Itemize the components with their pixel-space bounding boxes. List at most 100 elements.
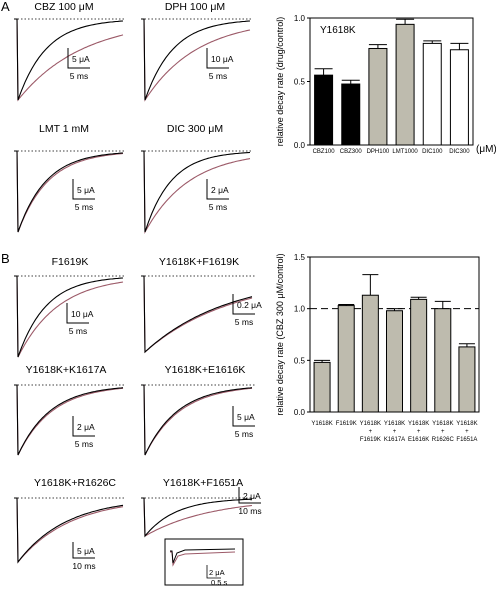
trace-panel: DIC 300 μM 2 μA 5 ms bbox=[141, 123, 253, 235]
scale-bar-current-label: 2 μA bbox=[77, 422, 95, 432]
x-tick-label: CBZ300 bbox=[340, 149, 363, 155]
x-tick-label: + bbox=[369, 429, 373, 435]
y-tick-label: 1.0 bbox=[294, 14, 306, 23]
x-tick-label: DIC300 bbox=[449, 149, 470, 155]
bar bbox=[410, 298, 428, 413]
control-trace bbox=[141, 150, 251, 233]
scale-bar-current-label: 10 μA bbox=[71, 309, 94, 319]
x-tick-label: R1626C bbox=[432, 437, 455, 443]
x-tick-label: CBZ100 bbox=[313, 149, 336, 155]
bar bbox=[368, 47, 388, 146]
trace-title: Y1618K+K1617A bbox=[26, 364, 107, 376]
chart-title: Y1618K bbox=[320, 25, 356, 36]
y-axis-label: relative decay rate (drug/control) bbox=[275, 17, 285, 147]
drug-trace bbox=[141, 150, 251, 235]
drug-trace bbox=[141, 497, 253, 537]
x-tick-label: + bbox=[417, 429, 421, 435]
scale-bar-current-label: 2 μA bbox=[243, 491, 261, 501]
trace-panel: DPH 100 μM 10 μA 5 ms bbox=[141, 1, 253, 102]
x-tick-label: Y1618K bbox=[432, 421, 453, 427]
trace-title: LMT 1 mM bbox=[39, 123, 89, 135]
x-tick-label: F1651A bbox=[456, 437, 477, 443]
drug-trace bbox=[14, 497, 124, 564]
x-tick-label: + bbox=[393, 429, 397, 435]
x-tick-label: F1619K bbox=[360, 437, 381, 443]
x-tick-label: + bbox=[441, 429, 445, 435]
panel-label-b: B bbox=[1, 251, 10, 266]
x-tick-label: + bbox=[465, 429, 469, 435]
y-tick-label: 0.5 bbox=[294, 78, 306, 87]
scale-bar-time-label: 5 ms bbox=[75, 439, 93, 449]
scale-bar-time-label: 5 ms bbox=[209, 202, 227, 212]
scale-bar-time-label: 5 ms bbox=[235, 317, 253, 327]
decay-rate-chart-mutants: 0.0 0.5 1.0 1.5 relative decay rate (CBZ 300… bbox=[275, 253, 480, 443]
trace-panel: Y1618K+R1626C 5 μA 10 ms bbox=[14, 477, 126, 571]
trace-panel: CBZ 100 μM 5 μA 5 ms bbox=[14, 1, 126, 102]
trace-panel: LMT 1 mM 5 μA 5 ms bbox=[14, 123, 126, 233]
trace-panel: Y1618K+E1616K 5 μA 5 ms bbox=[141, 364, 255, 456]
control-trace bbox=[14, 384, 124, 456]
bar bbox=[341, 83, 361, 146]
scale-bar bbox=[72, 179, 95, 200]
trace-title: DPH 100 μM bbox=[165, 1, 225, 13]
bar bbox=[386, 310, 403, 413]
scale-bar-current-label: 10 μA bbox=[211, 54, 234, 64]
scale-bar-current-label: 5 μA bbox=[72, 54, 90, 64]
control-trace bbox=[141, 275, 253, 354]
bar bbox=[337, 305, 355, 413]
y-tick-label: 1.0 bbox=[294, 305, 306, 314]
inset-frame bbox=[164, 538, 244, 586]
scale-bar-current-label: 5 μA bbox=[77, 185, 95, 195]
x-tick-label: F1619K bbox=[336, 421, 357, 427]
scale-bar bbox=[232, 294, 255, 315]
trace-title: CBZ 100 μM bbox=[34, 1, 93, 13]
x-tick-label: DIC100 bbox=[422, 149, 443, 155]
x-tick-label: Y1618K bbox=[384, 421, 405, 427]
long-trace-inset: 2 μA0.5 s bbox=[164, 538, 244, 587]
scale-bar-time-label: 10 ms bbox=[72, 561, 95, 571]
plot-frame bbox=[309, 17, 474, 146]
control-trace bbox=[14, 497, 124, 564]
control-trace bbox=[141, 18, 251, 101]
current-trace-panels: CBZ 100 μM 5 μA 5 ms DPH 100 μM 10 μA 5 ms LMT… bbox=[14, 1, 262, 571]
drug-trace bbox=[141, 384, 253, 456]
x-tick-label: DPH100 bbox=[367, 149, 390, 155]
bar bbox=[395, 23, 415, 146]
scale-bar-time-label: 5 ms bbox=[69, 326, 87, 336]
control-trace bbox=[14, 150, 124, 233]
trace-title: Y1618K+F1619K bbox=[159, 256, 239, 268]
inset-scale-current-label: 2 μA bbox=[209, 568, 225, 577]
control-trace bbox=[14, 275, 124, 358]
scale-bar bbox=[206, 48, 229, 69]
scale-bar-current-label: 2 μA bbox=[211, 185, 229, 195]
y-tick-label: 1.5 bbox=[294, 253, 306, 262]
inset-scale-bar bbox=[206, 565, 221, 579]
scale-bar-time-label: 5 ms bbox=[209, 71, 227, 81]
scale-bar-time-label: 5 ms bbox=[235, 429, 253, 439]
y-tick-label: 0.5 bbox=[294, 356, 306, 365]
trace-title: Y1618K+R1626C bbox=[34, 477, 116, 489]
x-tick-label: Y1618K bbox=[311, 421, 332, 427]
bar bbox=[314, 74, 334, 146]
scale-bar bbox=[206, 179, 229, 200]
scale-bar bbox=[67, 48, 90, 69]
control-trace bbox=[141, 384, 253, 456]
trace-panel: Y1618K+F1619K 0.2 μA 5 ms bbox=[141, 256, 262, 354]
bar bbox=[361, 294, 379, 413]
scale-bar-current-label: 0.2 μA bbox=[237, 300, 262, 310]
drug-trace bbox=[14, 275, 124, 358]
bar bbox=[422, 42, 442, 146]
bar bbox=[458, 346, 476, 413]
x-tick-label: LMT1000 bbox=[392, 149, 418, 155]
scale-bar bbox=[232, 406, 255, 427]
x-tick-label: Y1618K bbox=[456, 421, 477, 427]
scale-bar bbox=[72, 542, 95, 559]
scale-bar-current-label: 5 μA bbox=[77, 546, 95, 556]
drug-trace bbox=[141, 18, 251, 102]
decay-rate-chart-drugs: 0.0 0.5 1.0 relative decay rate (drug/contr… bbox=[275, 14, 496, 155]
trace-panel: Y1618K+K1617A 2 μA 5 ms bbox=[14, 364, 126, 456]
scale-bar-time-label: 5 ms bbox=[70, 71, 88, 81]
x-tick-label: E1616K bbox=[408, 437, 429, 443]
scale-bar-current-label: 5 μA bbox=[237, 412, 255, 422]
